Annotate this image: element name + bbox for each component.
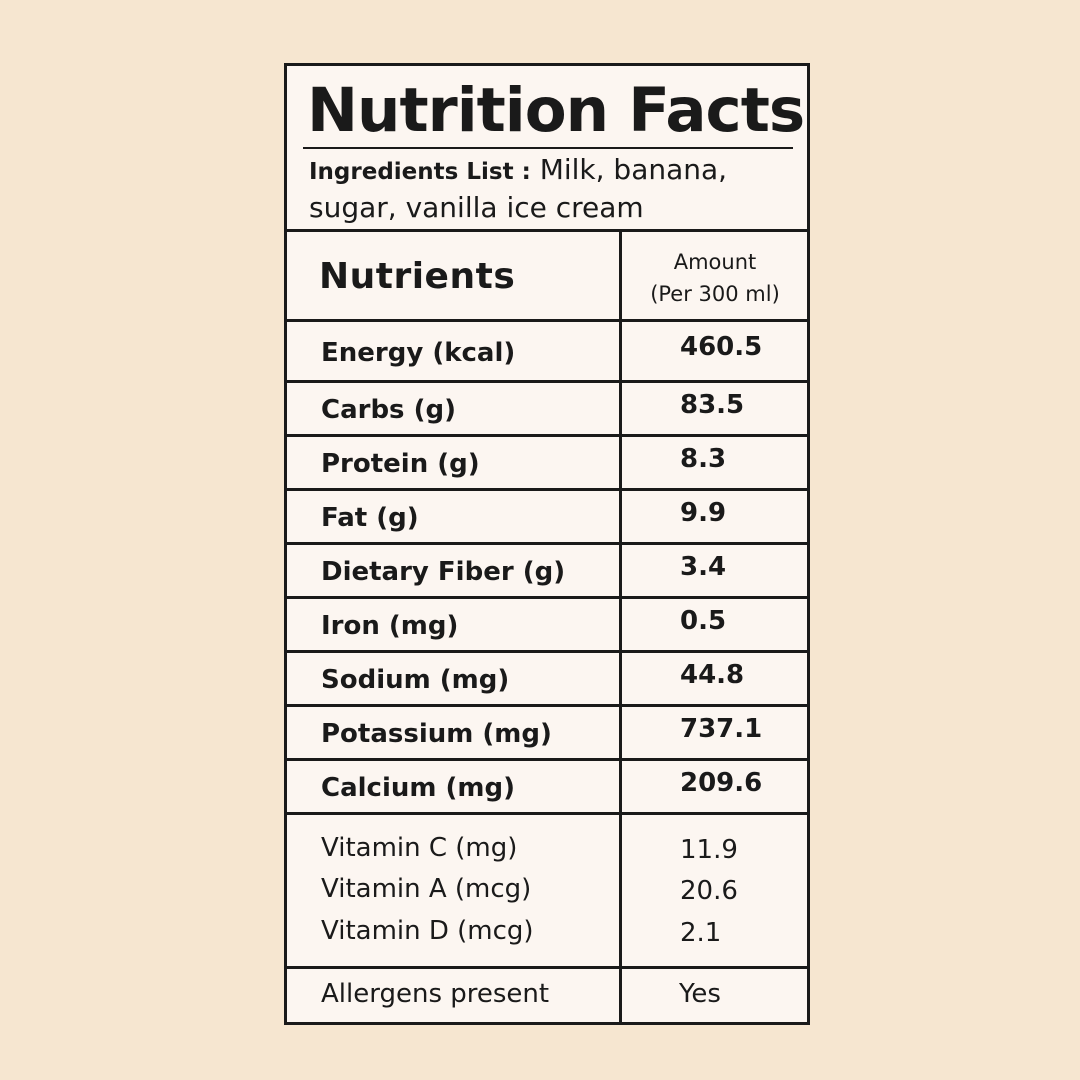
- nutrient-value: 460.5: [680, 332, 763, 362]
- nutrient-name: Protein (g): [321, 449, 480, 479]
- nutrient-name: Carbs (g): [321, 395, 456, 425]
- vitamin-c-name: Vitamin C (mg): [321, 833, 518, 863]
- nutrient-name: Fat (g): [321, 503, 419, 533]
- ingredients-text: Milk, banana, sugar, vanilla ice cream: [309, 153, 728, 224]
- nutrient-value: 83.5: [680, 390, 745, 420]
- vitamins-row: Vitamin C (mg) 11.9 Vitamin A (mcg) 20.6…: [287, 812, 807, 966]
- table-row: Potassium (mg) 737.1: [287, 704, 807, 758]
- nutrient-value: 737.1: [680, 714, 763, 744]
- nutrient-value: 44.8: [680, 660, 745, 690]
- allergens-row: Allergens present Yes: [287, 966, 807, 1020]
- nutrient-name: Energy (kcal): [321, 338, 516, 368]
- nutrient-value: 209.6: [680, 768, 763, 798]
- nutrient-name: Iron (mg): [321, 611, 459, 641]
- nutrient-table: Nutrients Amount (Per 300 ml) Energy (kc…: [287, 229, 807, 1020]
- table-row: Calcium (mg) 209.6: [287, 758, 807, 812]
- table-header-row: Nutrients Amount (Per 300 ml): [287, 229, 807, 319]
- vitamin-c-value: 11.9: [680, 835, 738, 865]
- nutrient-value: 0.5: [680, 606, 727, 636]
- table-row: Dietary Fiber (g) 3.4: [287, 542, 807, 596]
- table-row: Energy (kcal) 460.5: [287, 319, 807, 380]
- ingredients-label: Ingredients List :: [309, 159, 531, 185]
- label-title: Nutrition Facts: [307, 75, 805, 146]
- nutrient-name: Potassium (mg): [321, 719, 552, 749]
- title-underline: [303, 147, 793, 149]
- table-row: Iron (mg) 0.5: [287, 596, 807, 650]
- nutrient-value: 3.4: [680, 552, 727, 582]
- table-row: Carbs (g) 83.5: [287, 380, 807, 434]
- vitamin-a-name: Vitamin A (mcg): [321, 874, 532, 904]
- amount-header-line1: Amount: [673, 250, 757, 274]
- table-row: Fat (g) 9.9: [287, 488, 807, 542]
- allergens-value: Yes: [679, 979, 721, 1009]
- table-row: Protein (g) 8.3: [287, 434, 807, 488]
- amount-header-line2: (Per 300 ml): [650, 282, 780, 306]
- vitamin-a-value: 20.6: [680, 876, 738, 906]
- nutrients-header: Nutrients: [319, 256, 516, 297]
- allergens-label: Allergens present: [321, 979, 550, 1009]
- ingredients-list: Ingredients List : Milk, banana, sugar, …: [309, 152, 799, 225]
- nutrient-name: Sodium (mg): [321, 665, 510, 695]
- table-row: Sodium (mg) 44.8: [287, 650, 807, 704]
- vitamin-d-name: Vitamin D (mcg): [321, 916, 534, 946]
- nutrition-label: Nutrition Facts Ingredients List : Milk,…: [284, 63, 810, 1025]
- nutrient-value: 9.9: [680, 498, 727, 528]
- nutrient-value: 8.3: [680, 444, 727, 474]
- amount-header: Amount (Per 300 ml): [623, 246, 807, 310]
- vitamin-d-value: 2.1: [680, 918, 722, 948]
- column-divider: [619, 229, 622, 1022]
- nutrient-name: Dietary Fiber (g): [321, 557, 566, 587]
- nutrient-name: Calcium (mg): [321, 773, 515, 803]
